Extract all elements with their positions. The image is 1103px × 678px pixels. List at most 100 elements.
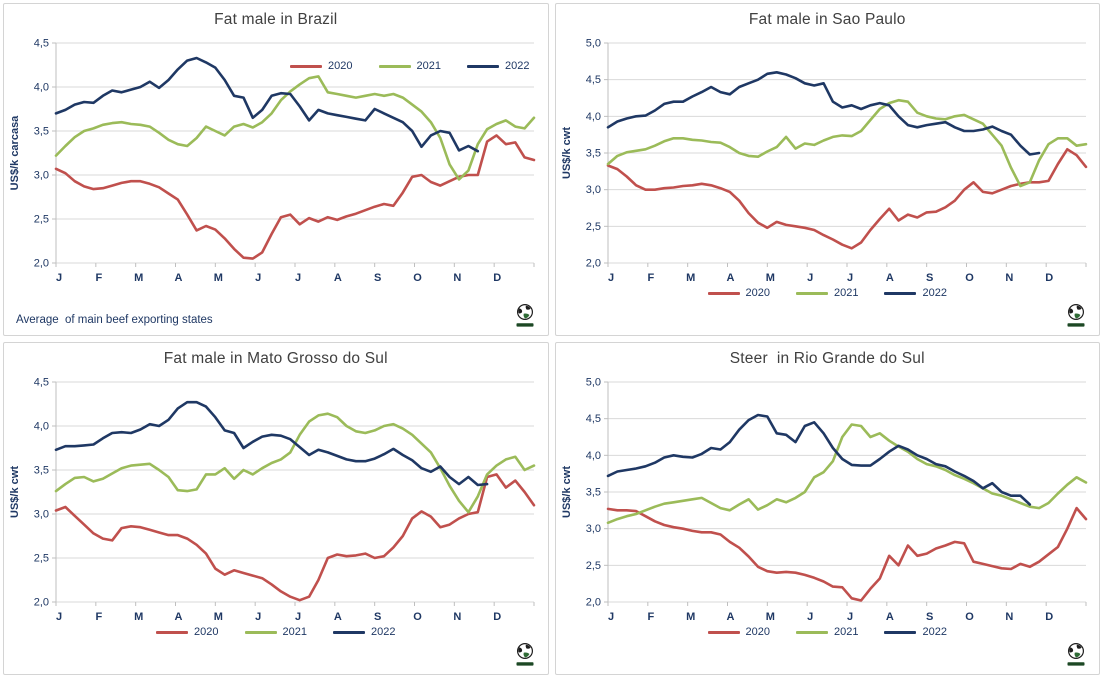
svg-text:D: D bbox=[1045, 611, 1053, 623]
legend-item-2021: 2021 bbox=[796, 626, 858, 638]
legend-swatch-2021 bbox=[244, 630, 277, 634]
svg-text:O: O bbox=[413, 272, 422, 284]
svg-text:4,5: 4,5 bbox=[34, 38, 49, 50]
svg-text:A: A bbox=[334, 272, 342, 284]
svg-text:S: S bbox=[374, 611, 381, 623]
svg-text:O: O bbox=[413, 611, 422, 623]
legend-swatch-2022 bbox=[332, 630, 365, 634]
svg-text:2,5: 2,5 bbox=[34, 553, 49, 565]
chart-legend: 2020 2021 2022 bbox=[556, 287, 1100, 299]
svg-text:N: N bbox=[453, 611, 461, 623]
line-chart-brazil: US$/k carcasa 2,0 2,5 3,0 3,5 4,0 4,5 J F M A M J J A… bbox=[9, 38, 536, 284]
svg-text:2,5: 2,5 bbox=[585, 221, 600, 233]
svg-text:J: J bbox=[807, 272, 813, 284]
svg-text:J: J bbox=[295, 272, 301, 284]
svg-text:J: J bbox=[56, 272, 62, 284]
svg-text:2,5: 2,5 bbox=[585, 560, 600, 572]
svg-text:S: S bbox=[374, 272, 381, 284]
legend-item-2020: 2020 bbox=[707, 626, 770, 638]
svg-text:4,0: 4,0 bbox=[34, 421, 49, 433]
svg-text:A: A bbox=[726, 272, 734, 284]
svg-text:4,5: 4,5 bbox=[34, 377, 49, 389]
svg-text:4,0: 4,0 bbox=[585, 111, 600, 123]
legend-item-2020: 2020 bbox=[707, 287, 770, 299]
svg-text:3,0: 3,0 bbox=[585, 184, 600, 196]
y-axis-title: US$/k cwt bbox=[561, 466, 573, 518]
svg-text:M: M bbox=[686, 611, 695, 623]
svg-text:N: N bbox=[453, 272, 461, 284]
svg-text:F: F bbox=[647, 611, 654, 623]
legend-swatch-2022 bbox=[884, 291, 917, 295]
svg-text:O: O bbox=[965, 611, 974, 623]
legend-swatch-2022 bbox=[884, 630, 917, 634]
legend-swatch-2020 bbox=[156, 630, 189, 634]
chart-title: Fat male in Sao Paulo bbox=[748, 11, 906, 28]
svg-text:S: S bbox=[925, 272, 932, 284]
svg-text:3,5: 3,5 bbox=[34, 126, 49, 138]
chart-legend: 2020 2021 2022 bbox=[556, 626, 1100, 638]
svg-text:F: F bbox=[95, 272, 102, 284]
svg-text:F: F bbox=[647, 272, 654, 284]
y-axis-title: US$/k cwt bbox=[561, 127, 573, 179]
svg-text:4,5: 4,5 bbox=[585, 74, 600, 86]
legend-item-2020: 2020 bbox=[290, 60, 353, 72]
svg-text:3,0: 3,0 bbox=[585, 523, 600, 535]
world-globe-logo bbox=[1067, 642, 1085, 666]
svg-text:M: M bbox=[765, 611, 774, 623]
chart-title: Steer in Rio Grande do Sul bbox=[729, 350, 925, 367]
chart-panel-sao-paulo: Fat male in Sao Paulo US$/k cwt 2,0 2,5 3,… bbox=[554, 3, 1100, 336]
svg-text:J: J bbox=[295, 611, 301, 623]
svg-text:3,5: 3,5 bbox=[585, 487, 600, 499]
svg-text:D: D bbox=[493, 611, 501, 623]
legend-swatch-2021 bbox=[796, 630, 828, 634]
svg-text:M: M bbox=[134, 611, 143, 623]
y-axis-title: US$/k carcasa bbox=[9, 115, 21, 190]
svg-text:M: M bbox=[134, 272, 143, 284]
svg-text:2,0: 2,0 bbox=[34, 258, 49, 270]
svg-text:J: J bbox=[56, 611, 62, 623]
svg-text:N: N bbox=[1005, 611, 1013, 623]
chart-title: Fat male in Mato Grosso do Sul bbox=[163, 350, 388, 367]
chart-panel-brazil: Fat male in Brazil US$/k carcasa 2,0 2,5 3… bbox=[3, 3, 549, 336]
legend-item-2021: 2021 bbox=[244, 626, 307, 638]
legend-swatch-2022 bbox=[467, 64, 500, 68]
svg-text:A: A bbox=[885, 272, 893, 284]
svg-text:5,0: 5,0 bbox=[585, 377, 600, 389]
svg-text:4,0: 4,0 bbox=[585, 450, 600, 462]
legend-swatch-2021 bbox=[796, 291, 828, 295]
legend-swatch-2020 bbox=[707, 630, 740, 634]
svg-text:S: S bbox=[925, 611, 932, 623]
svg-text:3,5: 3,5 bbox=[585, 148, 600, 160]
svg-text:J: J bbox=[846, 272, 852, 284]
legend-item-2022: 2022 bbox=[467, 60, 530, 72]
svg-text:J: J bbox=[607, 611, 613, 623]
line-chart-rio-grande: US$/k cwt 2,0 2,5 3,0 3,5 4,0 4,5 5,0 J F M A M J J A S… bbox=[561, 377, 1087, 623]
svg-text:J: J bbox=[255, 272, 261, 284]
svg-text:5,0: 5,0 bbox=[585, 38, 600, 50]
legend-swatch-2020 bbox=[707, 291, 740, 295]
svg-text:D: D bbox=[1045, 272, 1053, 284]
legend-swatch-2021 bbox=[378, 64, 411, 68]
svg-text:A: A bbox=[334, 611, 342, 623]
legend-item-2022: 2022 bbox=[884, 287, 947, 299]
svg-text:J: J bbox=[255, 611, 261, 623]
chart-panel-mato-grosso: Fat male in Mato Grosso do Sul US$/k cwt… bbox=[3, 342, 549, 675]
svg-text:J: J bbox=[607, 272, 613, 284]
svg-text:F: F bbox=[95, 611, 102, 623]
svg-text:4,5: 4,5 bbox=[585, 413, 600, 425]
legend-swatch-2020 bbox=[290, 64, 323, 68]
svg-text:2,5: 2,5 bbox=[34, 214, 49, 226]
line-chart-mato-grosso: US$/k cwt 2,0 2,5 3,0 3,5 4,0 4,5 J F M A M J J A S O N D bbox=[9, 377, 536, 623]
legend-item-2022: 2022 bbox=[884, 626, 947, 638]
svg-text:2,0: 2,0 bbox=[34, 597, 49, 609]
legend-item-2020: 2020 bbox=[156, 626, 219, 638]
svg-text:N: N bbox=[1005, 272, 1013, 284]
svg-text:3,0: 3,0 bbox=[34, 170, 49, 182]
svg-text:M: M bbox=[214, 272, 223, 284]
world-globe-logo bbox=[1067, 303, 1085, 327]
svg-text:O: O bbox=[965, 272, 974, 284]
chart-legend: 2020 2021 2022 bbox=[4, 626, 548, 638]
svg-text:A: A bbox=[175, 272, 183, 284]
legend-item-2021: 2021 bbox=[378, 60, 441, 72]
